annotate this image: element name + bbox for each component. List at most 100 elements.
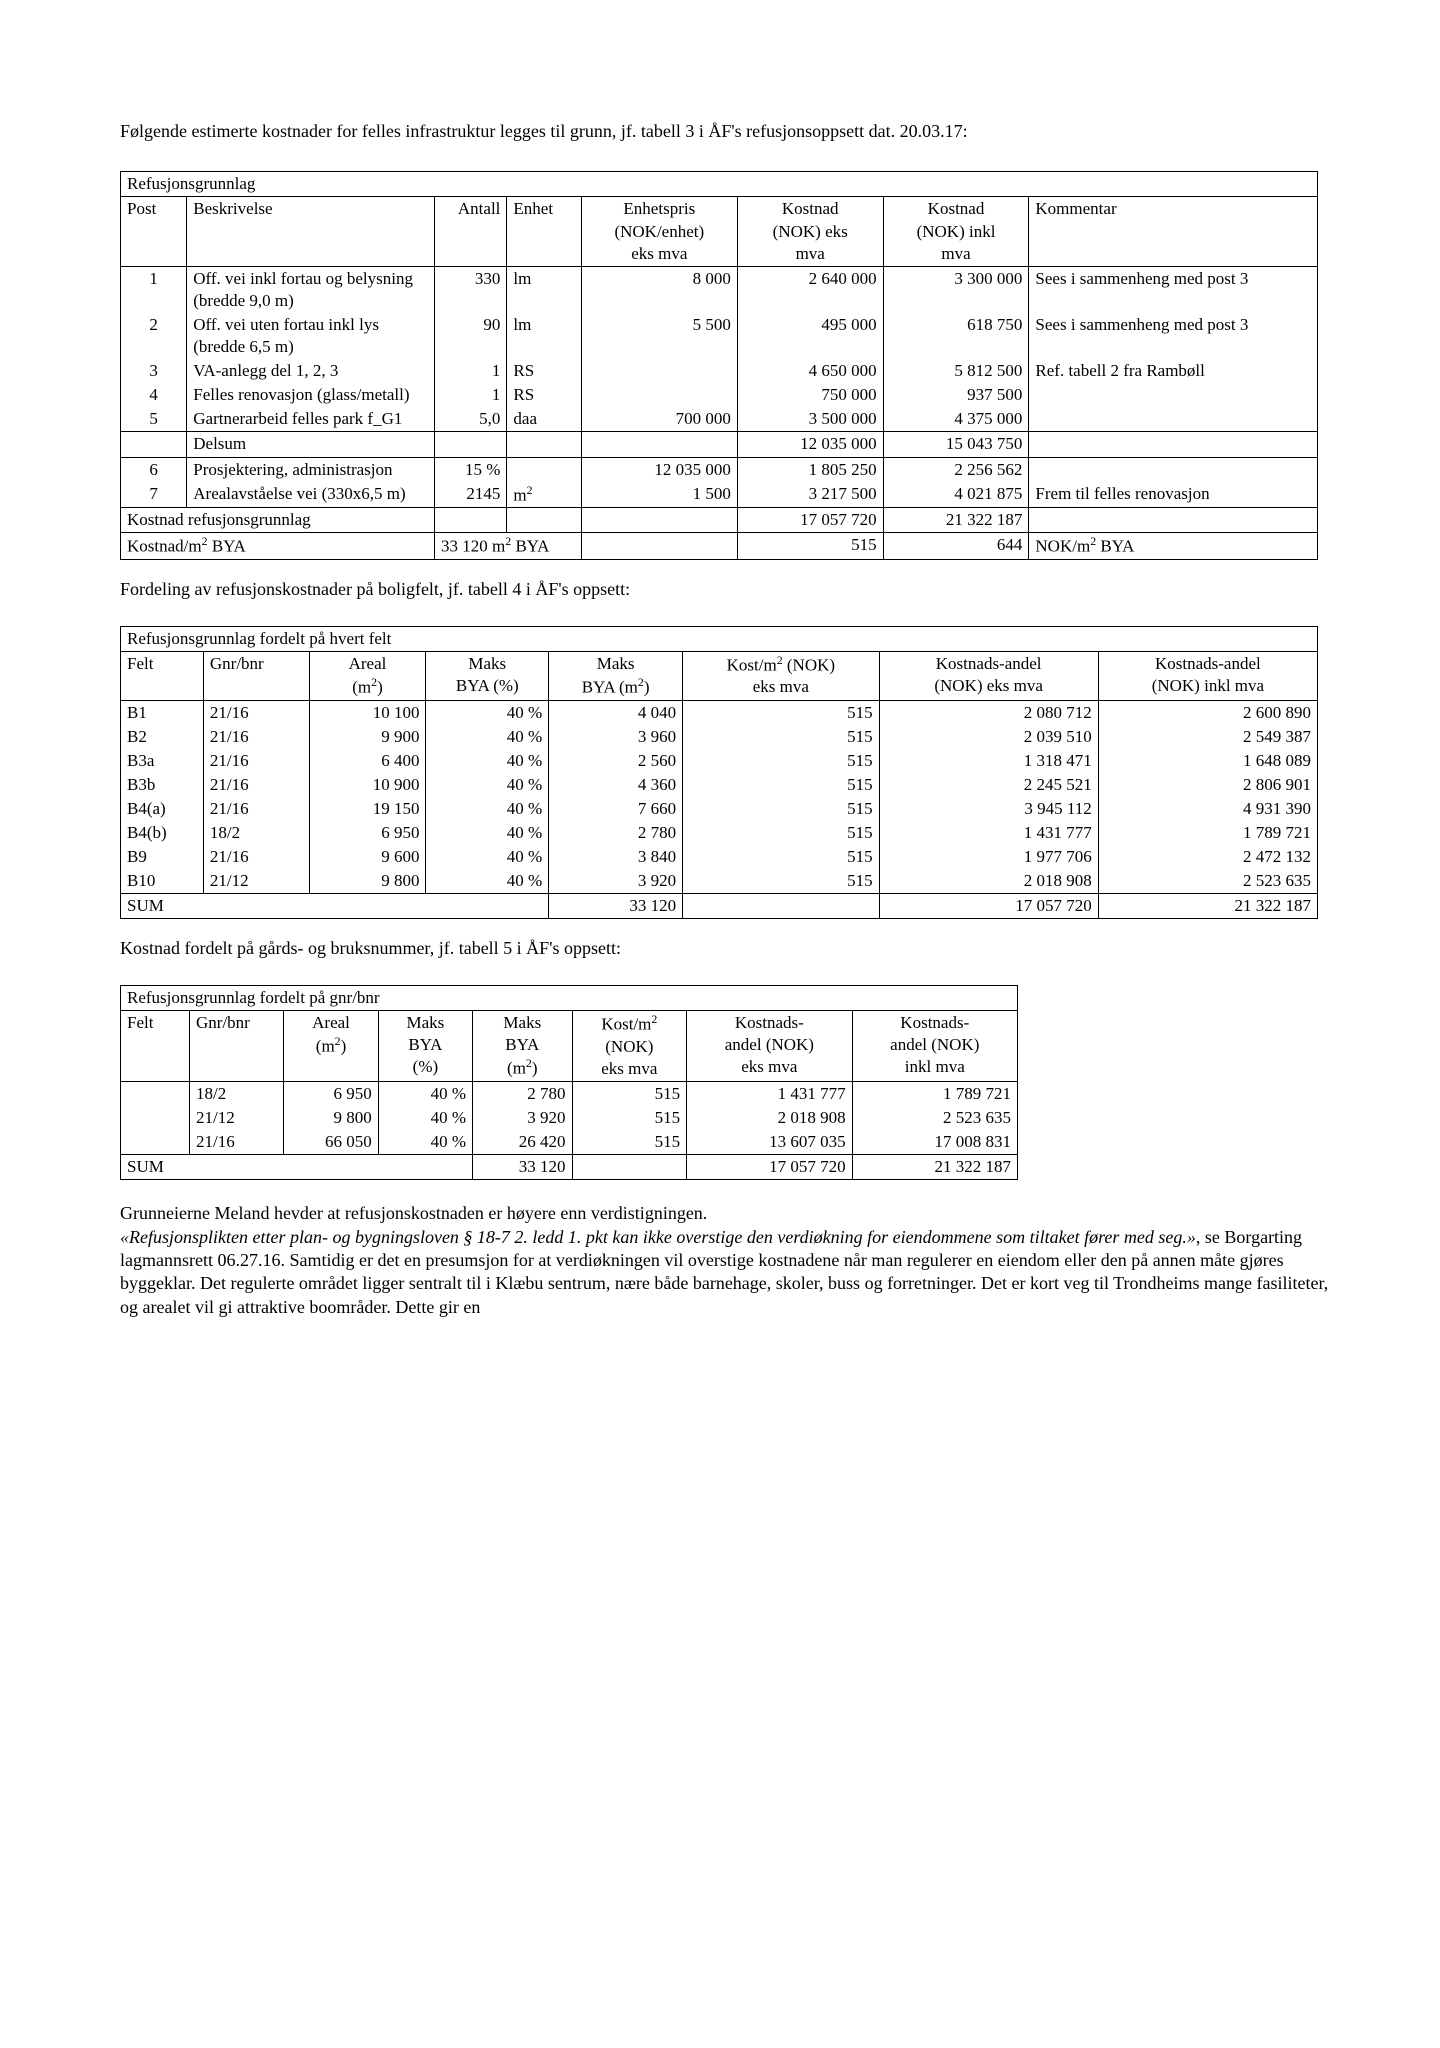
h3-felt: Felt	[121, 1010, 190, 1081]
cell: 17 008 831	[852, 1130, 1017, 1155]
cell: Arealavståelse vei (330x6,5 m)	[187, 482, 435, 508]
cell: Sees i sammenheng med post 3	[1029, 266, 1318, 313]
cell: 1	[435, 383, 507, 407]
cell	[1029, 457, 1318, 482]
intro-text: Følgende estimerte kostnader for felles …	[120, 120, 1330, 143]
table-refusjonsgrunnlag: Refusjonsgrunnlag Post Beskrivelse Antal…	[120, 171, 1318, 560]
cell: 2 245 521	[879, 773, 1098, 797]
table-row: B4(b)18/26 95040 %2 7805151 431 7771 789…	[121, 821, 1318, 845]
cell: 4 931 390	[1098, 797, 1317, 821]
delsum-label: Delsum	[187, 432, 435, 457]
cell: 26 420	[473, 1130, 572, 1155]
cell: 515	[683, 845, 879, 869]
cell: 9 600	[309, 845, 426, 869]
cell: 3 840	[549, 845, 683, 869]
cell: 21/16	[203, 797, 309, 821]
cell: 1 431 777	[879, 821, 1098, 845]
cell: 515	[683, 749, 879, 773]
cell: 2 560	[549, 749, 683, 773]
cell: 40 %	[426, 749, 549, 773]
cell: 2 523 635	[1098, 869, 1317, 894]
cell: 3 300 000	[883, 266, 1029, 313]
cell: 40 %	[426, 700, 549, 725]
cell: 15 %	[435, 457, 507, 482]
cell: Off. vei inkl fortau og belysning (bredd…	[187, 266, 435, 313]
table-row: 3VA-anlegg del 1, 2, 31RS4 650 0005 812 …	[121, 359, 1318, 383]
table-row: 6Prosjektering, administrasjon15 %12 035…	[121, 457, 1318, 482]
delsum-k1: 12 035 000	[737, 432, 883, 457]
t3-sum-bm: 33 120	[473, 1155, 572, 1180]
cell: 4 040	[549, 700, 683, 725]
t2-sum-label: SUM	[121, 894, 549, 919]
table-row: B3b21/1610 90040 %4 3605152 245 5212 806…	[121, 773, 1318, 797]
cell: 515	[683, 869, 879, 894]
cell: 1	[435, 359, 507, 383]
cell: 2 780	[473, 1081, 572, 1106]
cell: 7 660	[549, 797, 683, 821]
cell: 4 375 000	[883, 407, 1029, 432]
table-row: B221/169 90040 %3 9605152 039 5102 549 3…	[121, 725, 1318, 749]
cell: 2 039 510	[879, 725, 1098, 749]
cell: 1 789 721	[1098, 821, 1317, 845]
cell: 40 %	[426, 725, 549, 749]
cell	[581, 383, 737, 407]
cell: RS	[507, 359, 581, 383]
cell: 515	[572, 1106, 687, 1130]
cell: 2 640 000	[737, 266, 883, 313]
cell: 40 %	[426, 869, 549, 894]
cell: Off. vei uten fortau inkl lys (bredde 6,…	[187, 313, 435, 359]
cell: B1	[121, 700, 204, 725]
cell: B9	[121, 845, 204, 869]
cell: 1 805 250	[737, 457, 883, 482]
cell: 5	[121, 407, 187, 432]
cell: 515	[683, 773, 879, 797]
cell: 5 812 500	[883, 359, 1029, 383]
cell	[121, 1106, 190, 1130]
cell: 10 900	[309, 773, 426, 797]
h3-gnr: Gnr/bnr	[190, 1010, 284, 1081]
h-besk: Beskrivelse	[187, 197, 435, 266]
cell: 7	[121, 482, 187, 508]
t3-title: Refusjonsgrunnlag fordelt på gnr/bnr	[121, 985, 1018, 1010]
cell: 1	[121, 266, 187, 313]
table-row: B921/169 60040 %3 8405151 977 7062 472 1…	[121, 845, 1318, 869]
cell: 9 800	[309, 869, 426, 894]
t2-sum-c1: 17 057 720	[879, 894, 1098, 919]
cell: 40 %	[378, 1106, 472, 1130]
cell: 495 000	[737, 313, 883, 359]
t1-title: Refusjonsgrunnlag	[121, 172, 1318, 197]
cell: 2 472 132	[1098, 845, 1317, 869]
total1-label: Kostnad refusjonsgrunnlag	[121, 508, 435, 533]
cell: B2	[121, 725, 204, 749]
h3-byam: MaksBYA(m2)	[473, 1010, 572, 1081]
cell: 515	[683, 700, 879, 725]
h2-gnr: Gnr/bnr	[203, 651, 309, 700]
cell: B4(a)	[121, 797, 204, 821]
cell	[581, 359, 737, 383]
cell: 2 256 562	[883, 457, 1029, 482]
cell: 90	[435, 313, 507, 359]
delsum-k2: 15 043 750	[883, 432, 1029, 457]
cell: 21/12	[190, 1106, 284, 1130]
cell: 2 018 908	[687, 1106, 852, 1130]
cell: daa	[507, 407, 581, 432]
cell: 40 %	[426, 773, 549, 797]
cell: 40 %	[378, 1130, 472, 1155]
cell: 1 977 706	[879, 845, 1098, 869]
h2-a1: Kostnads-andel(NOK) eks mva	[879, 651, 1098, 700]
h2-felt: Felt	[121, 651, 204, 700]
h-k2: Kostnad(NOK) inklmva	[883, 197, 1029, 266]
cell: 18/2	[190, 1081, 284, 1106]
cell: 1 431 777	[687, 1081, 852, 1106]
table-row: B3a21/166 40040 %2 5605151 318 4711 648 …	[121, 749, 1318, 773]
cell: 21/12	[203, 869, 309, 894]
table-row: 7Arealavståelse vei (330x6,5 m)2145m21 5…	[121, 482, 1318, 508]
table-row: 21/1666 05040 %26 42051513 607 03517 008…	[121, 1130, 1018, 1155]
table-row: 21/129 80040 %3 9205152 018 9082 523 635	[121, 1106, 1018, 1130]
t3-sum-c2: 21 322 187	[852, 1155, 1017, 1180]
cell: 2 549 387	[1098, 725, 1317, 749]
h-kom: Kommentar	[1029, 197, 1318, 266]
cell: 10 100	[309, 700, 426, 725]
cell: 21/16	[190, 1130, 284, 1155]
cell: 1 500	[581, 482, 737, 508]
